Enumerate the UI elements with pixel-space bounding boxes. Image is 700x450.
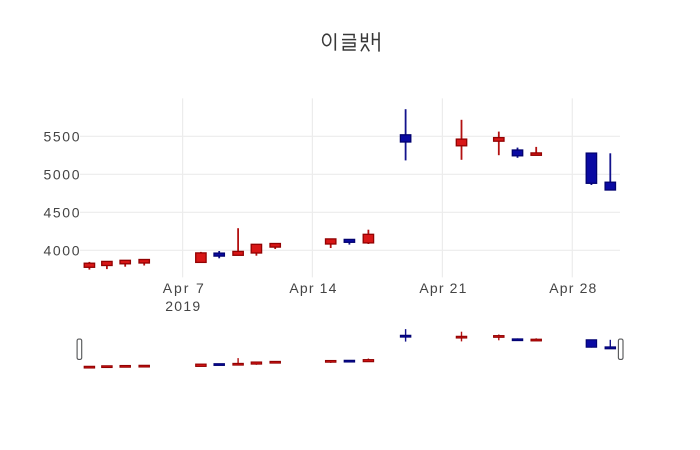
svg-text:5500: 5500 <box>44 128 80 144</box>
svg-text:2019: 2019 <box>165 298 200 314</box>
svg-text:5000: 5000 <box>44 166 80 182</box>
svg-text:4000: 4000 <box>44 242 80 258</box>
svg-text:Apr 28: Apr 28 <box>549 280 596 296</box>
svg-text:Apr 7: Apr 7 <box>163 280 204 296</box>
svg-text:4500: 4500 <box>44 204 80 220</box>
svg-text:Apr 14: Apr 14 <box>289 280 336 296</box>
svg-text:Apr 21: Apr 21 <box>419 280 466 296</box>
